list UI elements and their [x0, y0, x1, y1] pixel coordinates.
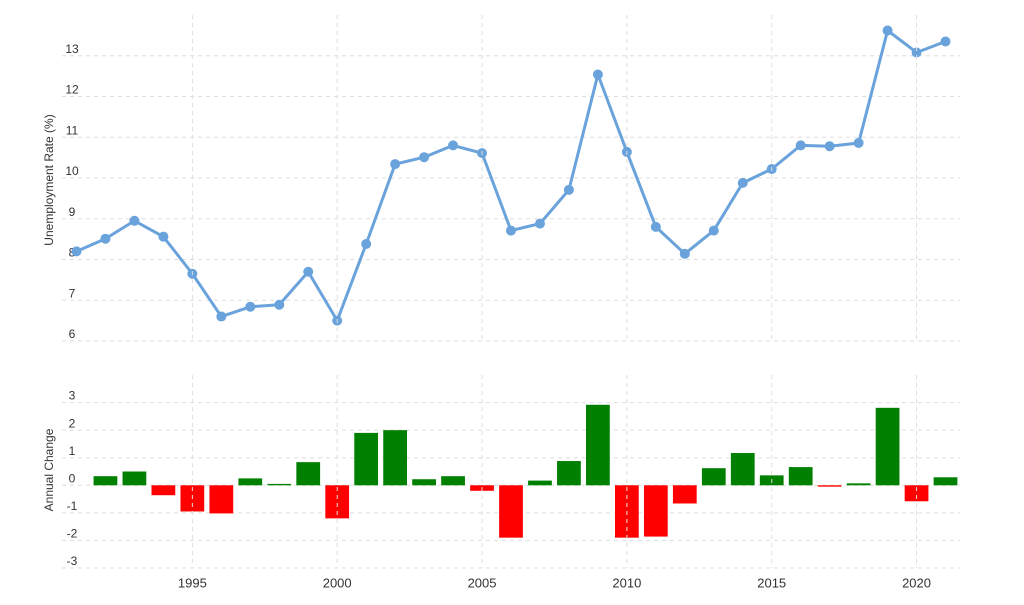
bar — [383, 430, 408, 486]
bar — [238, 478, 263, 486]
point — [390, 159, 401, 170]
bar — [122, 471, 147, 486]
y-tick-label: 11 — [66, 123, 79, 137]
y-tick-label: 9 — [69, 205, 76, 219]
point — [448, 140, 459, 151]
y-axis-label: Annual Change — [42, 428, 56, 511]
y-tick-label: 2 — [69, 416, 76, 430]
y-tick-label: 12 — [65, 83, 79, 97]
point — [361, 239, 372, 250]
bar — [441, 476, 465, 486]
point — [650, 221, 661, 232]
point — [245, 301, 256, 312]
bar — [557, 461, 581, 486]
bar — [499, 485, 523, 538]
x-tick-label: 1995 — [178, 575, 207, 590]
bar — [354, 432, 379, 486]
y-tick-label: 1 — [69, 444, 76, 458]
point — [419, 152, 430, 163]
point — [303, 266, 314, 277]
point — [534, 218, 545, 229]
point — [129, 215, 140, 226]
point — [71, 246, 82, 257]
y-axis-label: Unemployment Rate (%) — [42, 114, 56, 245]
bar — [528, 480, 552, 486]
point — [506, 225, 516, 236]
line — [75, 28, 947, 323]
bar — [701, 468, 726, 486]
bar — [151, 485, 176, 496]
bar — [904, 485, 929, 502]
bar — [325, 485, 350, 519]
y-tick-label: 13 — [65, 42, 79, 56]
bar — [672, 485, 697, 504]
point — [158, 231, 169, 242]
bar — [93, 476, 118, 486]
y-tick-label: 6 — [69, 327, 76, 341]
y-tick-label: -3 — [67, 554, 78, 568]
bar — [643, 485, 668, 537]
bar — [875, 407, 900, 486]
y-tick-label: 0 — [69, 471, 76, 485]
point — [795, 140, 806, 151]
point — [563, 184, 574, 195]
y-tick-label: -1 — [67, 499, 78, 513]
bar — [586, 404, 610, 486]
point — [853, 137, 864, 148]
bar — [267, 483, 292, 486]
point — [679, 248, 690, 259]
point — [100, 233, 111, 244]
x-tick-label: 2015 — [757, 575, 786, 590]
point — [940, 36, 951, 47]
y-tick-label: 10 — [65, 164, 79, 178]
bar — [412, 479, 436, 486]
point — [592, 69, 603, 80]
y-tick-label: 3 — [69, 389, 76, 403]
bar — [788, 467, 813, 486]
point — [911, 47, 922, 58]
bar — [730, 453, 755, 486]
x-tick-label: 2005 — [468, 575, 497, 590]
bar — [933, 477, 958, 486]
bar — [817, 485, 842, 487]
point — [708, 225, 719, 236]
y-tick-label: 7 — [69, 286, 76, 300]
point — [824, 141, 835, 152]
x-tick-label: 2000 — [323, 575, 352, 590]
x-tick-label: 2010 — [612, 575, 641, 590]
bar — [846, 483, 871, 486]
point — [274, 299, 285, 310]
x-tick-label: 2020 — [902, 575, 931, 590]
point — [216, 311, 227, 322]
point — [882, 25, 893, 36]
bar — [209, 485, 234, 514]
y-tick-label: -2 — [67, 527, 78, 541]
bar — [296, 462, 321, 486]
point — [737, 177, 748, 188]
